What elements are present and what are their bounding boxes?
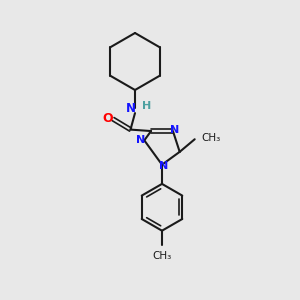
Text: CH₃: CH₃	[152, 251, 172, 261]
Text: N: N	[136, 135, 145, 146]
Text: N: N	[169, 124, 179, 135]
Text: N: N	[126, 101, 136, 115]
Text: N: N	[159, 161, 168, 171]
Text: H: H	[142, 101, 151, 111]
Text: CH₃: CH₃	[201, 133, 220, 143]
Text: O: O	[102, 112, 113, 125]
